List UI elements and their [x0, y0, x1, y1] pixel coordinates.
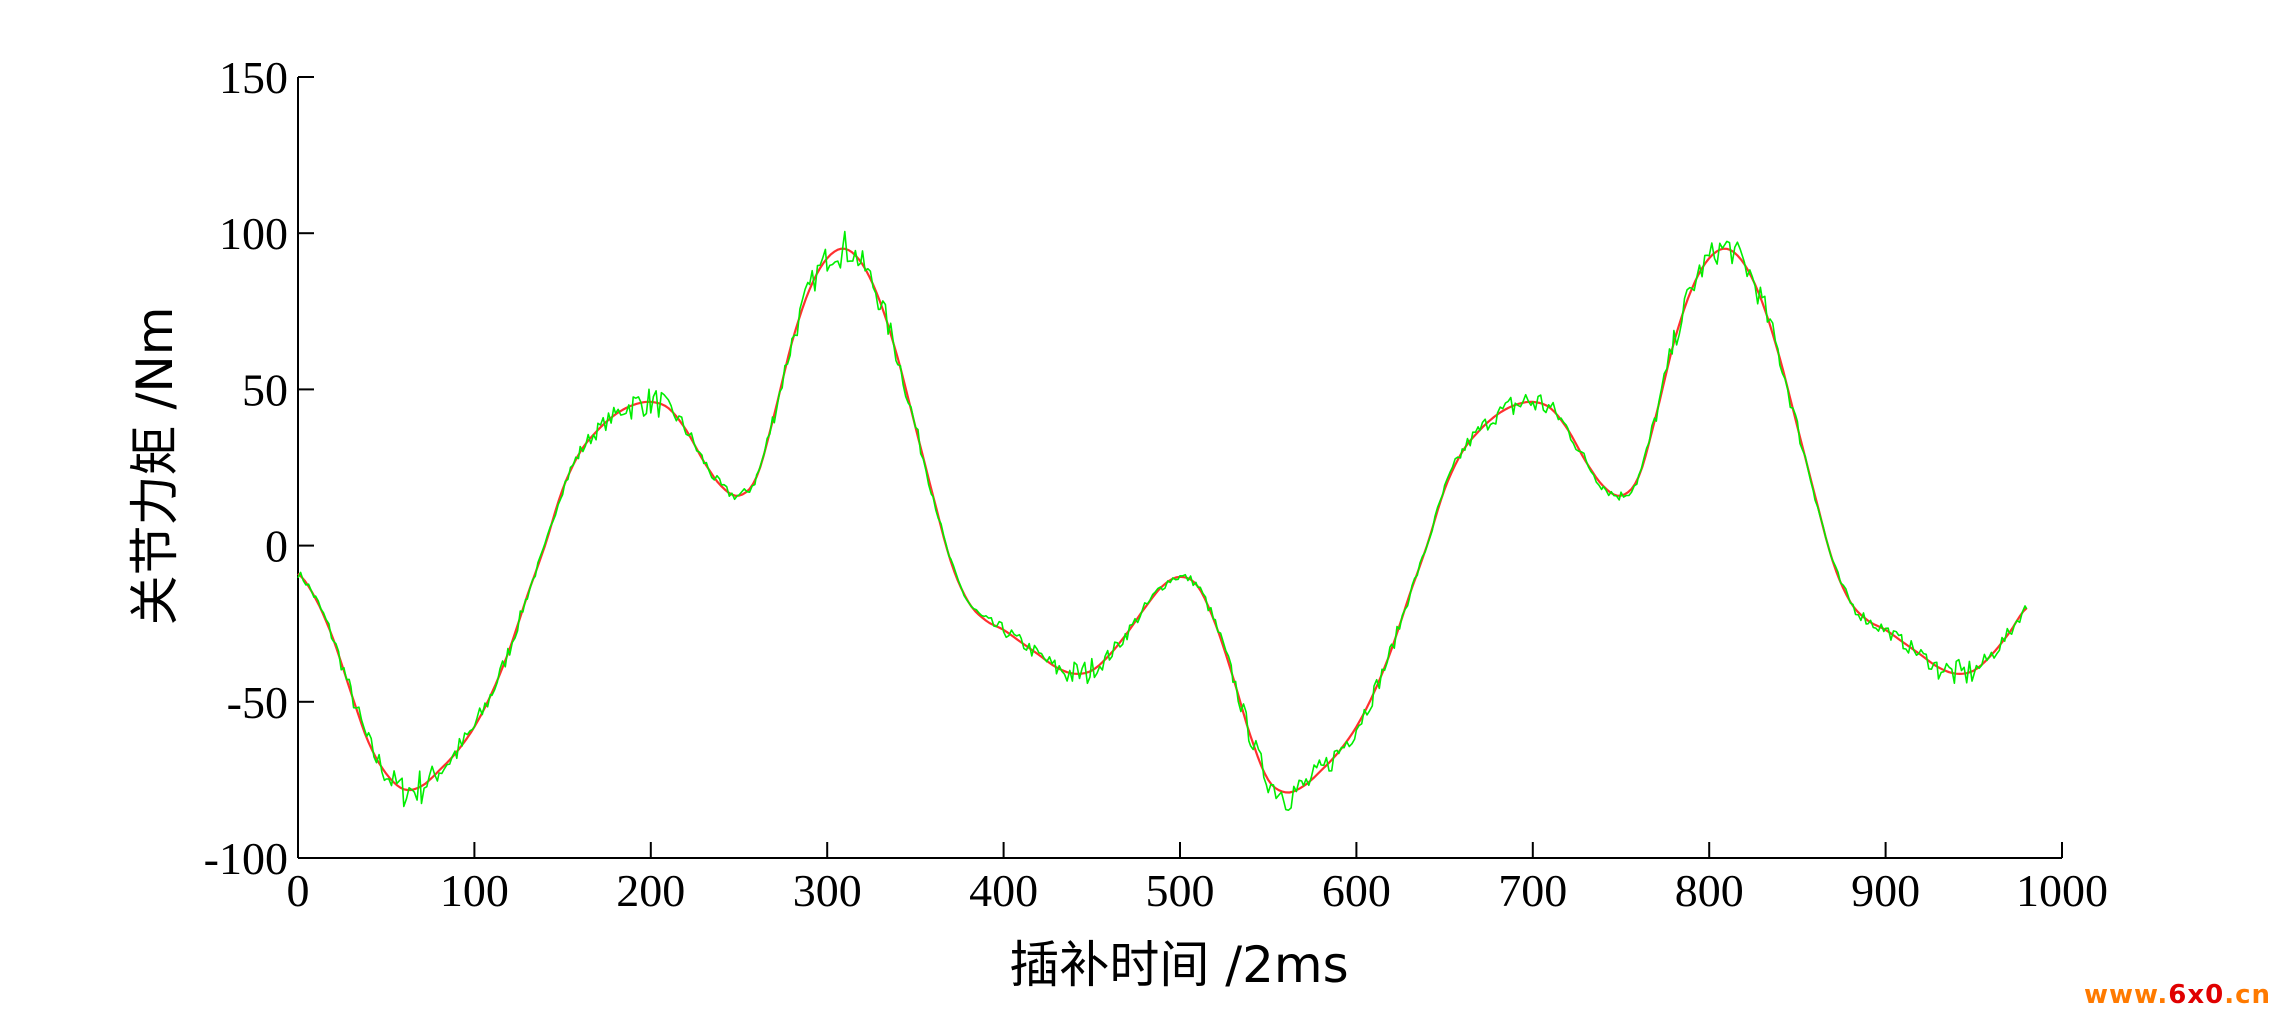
series-layer [297, 230, 2028, 811]
x-tick-label: 900 [1851, 865, 1920, 916]
x-tick-label: 800 [1675, 865, 1744, 916]
watermark-prefix: www. [2083, 980, 2169, 1010]
x-tick-label: 400 [969, 865, 1038, 916]
y-tick-label: 100 [219, 208, 288, 259]
watermark: www.6x0.cn [2084, 980, 2271, 1010]
x-tick-label: 500 [1146, 865, 1215, 916]
x-tick-label: 700 [1498, 865, 1567, 916]
watermark-number: 6x0 [2168, 980, 2225, 1010]
y-axis-label: 关节力矩 /Nm [126, 307, 184, 626]
y-tick-label: 50 [242, 364, 288, 415]
x-tick-label: 100 [440, 865, 509, 916]
x-tick-label: 0 [287, 865, 310, 916]
watermark-suffix: .cn [2224, 980, 2271, 1010]
axes [297, 77, 2062, 859]
x-ticks: 0 100 200 300 400 500 600 700 800 900 1000 [287, 842, 2108, 916]
y-tick-label: -50 [227, 677, 288, 728]
y-tick-label: -100 [204, 833, 288, 884]
y-tick-label: 150 [219, 52, 288, 103]
x-axis-label: 插补时间 /2ms [1009, 936, 1348, 994]
y-ticks: -100 -50 0 50 100 150 [204, 52, 314, 884]
x-tick-label: 300 [793, 865, 862, 916]
x-tick-label: 200 [616, 865, 685, 916]
x-tick-label: 1000 [2016, 865, 2108, 916]
series-line-green [297, 230, 2028, 811]
x-tick-label: 600 [1322, 865, 1391, 916]
series-line-red [297, 247, 2028, 794]
y-tick-label: 0 [265, 521, 288, 572]
